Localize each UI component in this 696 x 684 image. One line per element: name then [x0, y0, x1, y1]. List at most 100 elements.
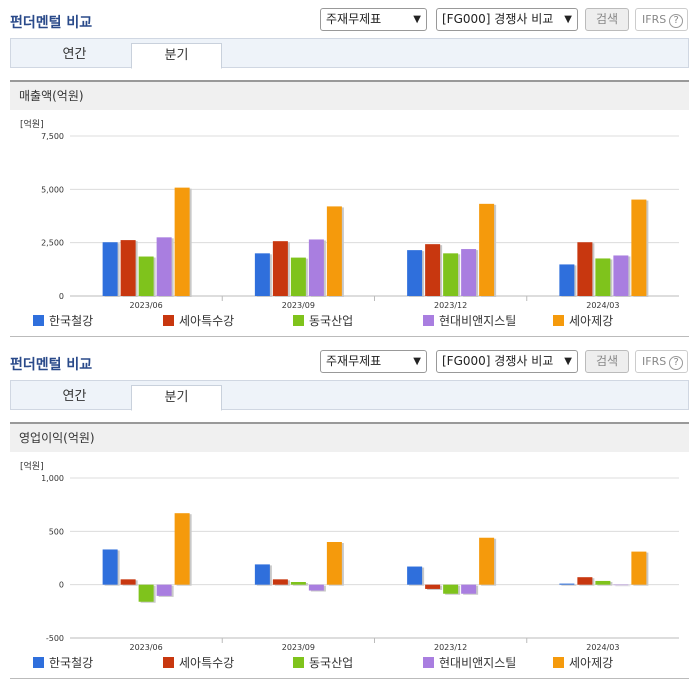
bar	[559, 583, 575, 585]
statement-select-value: 주재무제표	[326, 12, 382, 26]
bar	[577, 577, 593, 585]
help-icon: ?	[669, 14, 684, 28]
bar	[290, 257, 306, 296]
bar	[254, 564, 270, 585]
tab-annual[interactable]: 연간	[62, 47, 87, 62]
legend-label: 세아특수강	[179, 314, 235, 328]
divider	[10, 336, 689, 337]
legend-label: 현대비앤지스틸	[439, 656, 517, 670]
legend-swatch	[553, 657, 564, 668]
bar	[595, 580, 611, 585]
chevron-down-icon: ▼	[564, 14, 572, 25]
chevron-down-icon: ▼	[564, 356, 572, 367]
bar	[174, 513, 190, 585]
bar	[443, 253, 459, 296]
legend-label: 동국산업	[309, 656, 354, 670]
compare-select-value: [FG000] 경쟁사 비교	[442, 12, 554, 26]
x-tick-label: 2024/03	[586, 301, 619, 310]
bar	[407, 566, 423, 585]
legend-item[interactable]: 세아제강	[553, 655, 613, 671]
y-tick-label: 1,000	[41, 474, 64, 483]
legend-swatch	[423, 657, 434, 668]
statement-select[interactable]: 주재무제표 ▼	[320, 350, 427, 373]
fundamental-section-operating-profit: 펀더멘털 비교 주재무제표 ▼ [FG000] 경쟁사 비교 ▼ 검색 IFRS…	[0, 342, 696, 684]
bar	[461, 249, 477, 296]
statement-select-value: 주재무제표	[326, 354, 382, 368]
legend-item[interactable]: 동국산업	[293, 313, 353, 329]
bar	[407, 250, 423, 296]
tab-quarterly[interactable]: 분기	[131, 43, 222, 69]
y-tick-label: 5,000	[41, 185, 64, 194]
tab-quarterly[interactable]: 분기	[131, 385, 222, 411]
bar	[174, 187, 190, 296]
x-tick-label: 2023/09	[282, 301, 315, 310]
y-tick-label: 7,500	[41, 132, 64, 141]
compare-select[interactable]: [FG000] 경쟁사 비교 ▼	[436, 350, 578, 373]
statement-select[interactable]: 주재무제표 ▼	[320, 8, 427, 31]
chart-legend: 한국철강 세아특수강 동국산업 현대비앤지스틸 세아제강	[33, 313, 673, 329]
bar	[326, 542, 342, 585]
bar-shadow	[561, 584, 577, 586]
y-unit-label: [억원]	[20, 462, 44, 472]
bar	[308, 584, 324, 591]
legend-swatch	[163, 657, 174, 668]
ifrs-help-button[interactable]: IFRS?	[635, 350, 688, 373]
bar	[577, 242, 593, 296]
tab-annual[interactable]: 연간	[62, 389, 87, 404]
period-tabs: 연간 분기	[10, 380, 689, 411]
bar	[425, 584, 441, 589]
legend-swatch	[423, 315, 434, 326]
x-tick-label: 2023/06	[130, 301, 163, 310]
bar	[290, 582, 306, 585]
legend-label: 한국철강	[49, 314, 94, 328]
legend-item[interactable]: 한국철강	[33, 313, 93, 329]
y-tick-label: 0	[59, 581, 64, 590]
fundamental-section-sales: 펀더멘털 비교 주재무제표 ▼ [FG000] 경쟁사 비교 ▼ 검색 IFRS…	[10, 8, 689, 337]
x-tick-label: 2023/06	[130, 643, 163, 652]
x-tick-label: 2023/12	[434, 643, 467, 652]
bar	[559, 264, 575, 296]
search-button[interactable]: 검색	[585, 8, 629, 31]
bar	[156, 237, 172, 296]
bar-shadow	[615, 585, 631, 587]
bar	[120, 240, 136, 296]
legend-item[interactable]: 현대비앤지스틸	[423, 313, 516, 329]
y-tick-label: 0	[59, 292, 64, 301]
bar	[479, 537, 495, 585]
legend-swatch	[33, 315, 44, 326]
bar	[443, 584, 459, 594]
bar	[120, 579, 136, 585]
compare-select[interactable]: [FG000] 경쟁사 비교 ▼	[436, 8, 578, 31]
legend-swatch	[553, 315, 564, 326]
bar	[272, 579, 288, 585]
sales-bar-chart: 0 2,500 5,000 7,500 2023/06 2023/09 2023/12 202…	[41, 132, 679, 310]
x-tick-label: 2024/03	[586, 643, 619, 652]
chart-panel-title: 매출액(억원)	[10, 80, 689, 110]
legend-item[interactable]: 세아특수강	[163, 313, 234, 329]
bar	[138, 256, 154, 296]
bar	[595, 258, 611, 296]
bar	[479, 203, 495, 296]
bar	[138, 584, 154, 602]
legend-swatch	[293, 657, 304, 668]
bar	[425, 244, 441, 296]
legend-label: 세아제강	[569, 656, 614, 670]
bar	[326, 206, 342, 296]
legend-item[interactable]: 세아특수강	[163, 655, 234, 671]
legend-item[interactable]: 동국산업	[293, 655, 353, 671]
bar	[272, 241, 288, 296]
legend-item[interactable]: 한국철강	[33, 655, 93, 671]
x-tick-label: 2023/09	[282, 643, 315, 652]
chevron-down-icon: ▼	[413, 14, 421, 25]
legend-item[interactable]: 현대비앤지스틸	[423, 655, 516, 671]
legend-item[interactable]: 세아제강	[553, 313, 613, 329]
bar	[631, 199, 647, 296]
legend-label: 한국철강	[49, 656, 94, 670]
operating-profit-bar-chart: -500 0 500 1,000 2023/06 2023/09 2023/12 2024/0…	[41, 474, 679, 652]
legend-label: 동국산업	[309, 314, 354, 328]
ifrs-help-button[interactable]: IFRS?	[635, 8, 688, 31]
ifrs-label: IFRS	[642, 13, 667, 26]
bar	[631, 551, 647, 585]
bar	[156, 584, 172, 596]
search-button[interactable]: 검색	[585, 350, 629, 373]
